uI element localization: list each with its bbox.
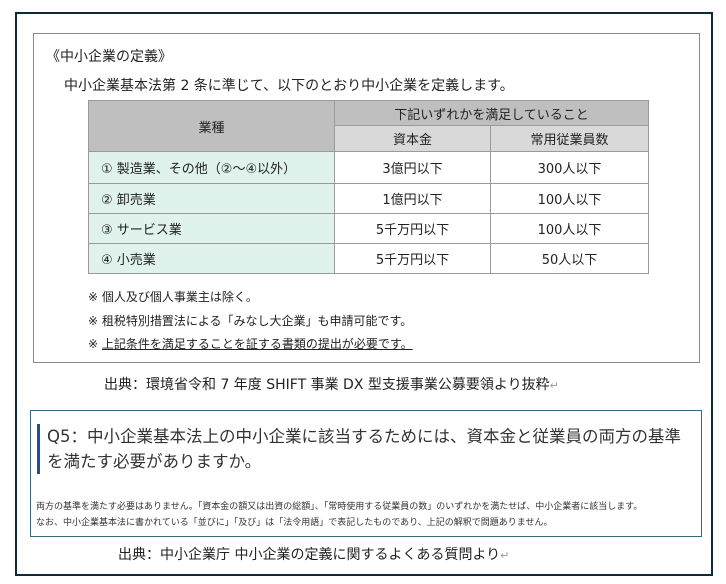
source-text: 出典：中小企業庁 中小企業の定義に関するよくある質問より xyxy=(118,547,501,563)
note: ※ 租税特別措置法による「みなし大企業」も申請可能です。 xyxy=(88,313,413,328)
capital-cell: 1億円以下 xyxy=(334,183,491,214)
source-text: 出典：環境省令和 7 年度 SHIFT 事業 DX 型支援事業公募要領より抜粋 xyxy=(104,377,550,393)
employees-cell: 100人以下 xyxy=(490,183,649,214)
capital-cell: 5千万円以下 xyxy=(334,213,491,244)
question-accent-bar xyxy=(37,424,40,474)
faq-answer: 両方の基準を満たす必要はありません。「資本金の額又は出資の総額」、「常時使用する… xyxy=(36,499,642,531)
definition-box: 《中小企業の定義》 中小企業基本法第 2 条に準じて、以下のとおり中小企業を定義… xyxy=(33,33,700,363)
return-mark-icon: ↵ xyxy=(500,549,510,562)
header-criteria: 下記いずれかを満足していること xyxy=(334,100,649,126)
capital-cell: 3億円以下 xyxy=(334,151,491,184)
note: ※ 個人及び個人事業主は除く。 xyxy=(88,290,258,304)
faq-box: Q5：中小企業基本法上の中小企業に該当するためには、資本金と従業員の両方の基準を… xyxy=(30,410,702,537)
industry-cell: ① 製造業、その他（②～④以外） xyxy=(88,151,335,184)
employees-cell: 300人以下 xyxy=(490,151,649,184)
employees-cell: 100人以下 xyxy=(490,213,649,244)
source-citation-1: 出典：環境省令和 7 年度 SHIFT 事業 DX 型支援事業公募要領より抜粋↵ xyxy=(104,374,559,394)
table-row: ④ 小売業 5千万円以下 50人以下 xyxy=(88,243,649,274)
table-row: ② 卸売業 1億円以下 100人以下 xyxy=(88,183,649,214)
notes: ※ 個人及び個人事業主は除く。 ※ 租税特別措置法による「みなし大企業」も申請可… xyxy=(88,286,413,357)
header-industry: 業種 xyxy=(88,100,335,152)
definition-title: 《中小企業の定義》 xyxy=(46,49,172,65)
industry-cell: ④ 小売業 xyxy=(88,243,335,274)
answer-line: なお、中小企業基本法に書かれている「並びに」「及び」は「法令用語」で表記したもの… xyxy=(36,518,553,528)
faq-question: Q5：中小企業基本法上の中小企業に該当するためには、資本金と従業員の両方の基準を… xyxy=(47,427,681,471)
sme-definition-table: 業種 下記いずれかを満足していること 資本金 常用従業員数 ① 製造業、その他（… xyxy=(88,100,649,274)
definition-lead: 中小企業基本法第 2 条に準じて、以下のとおり中小企業を定義します。 xyxy=(64,78,514,94)
industry-cell: ② 卸売業 xyxy=(88,183,335,214)
return-mark-icon: ↵ xyxy=(549,379,559,392)
note-mark: ※ xyxy=(88,337,102,351)
note: ※ 上記条件を満足することを証する書類の提出が必要です。 xyxy=(88,333,413,357)
source-citation-2: 出典：中小企業庁 中小企業の定義に関するよくある質問より↵ xyxy=(118,544,509,564)
header-capital: 資本金 xyxy=(334,125,491,152)
table-row: ① 製造業、その他（②～④以外） 3億円以下 300人以下 xyxy=(88,151,649,184)
industry-cell: ③ サービス業 xyxy=(88,213,335,244)
employees-cell: 50人以下 xyxy=(490,243,649,274)
outer-frame xyxy=(15,12,713,576)
note-underlined: 上記条件を満足することを証する書類の提出が必要です。 xyxy=(101,337,413,351)
answer-line: 両方の基準を満たす必要はありません。「資本金の額又は出資の総額」、「常時使用する… xyxy=(36,502,643,512)
capital-cell: 5千万円以下 xyxy=(334,243,491,274)
table-row: ③ サービス業 5千万円以下 100人以下 xyxy=(88,213,649,244)
header-employees: 常用従業員数 xyxy=(490,125,649,152)
